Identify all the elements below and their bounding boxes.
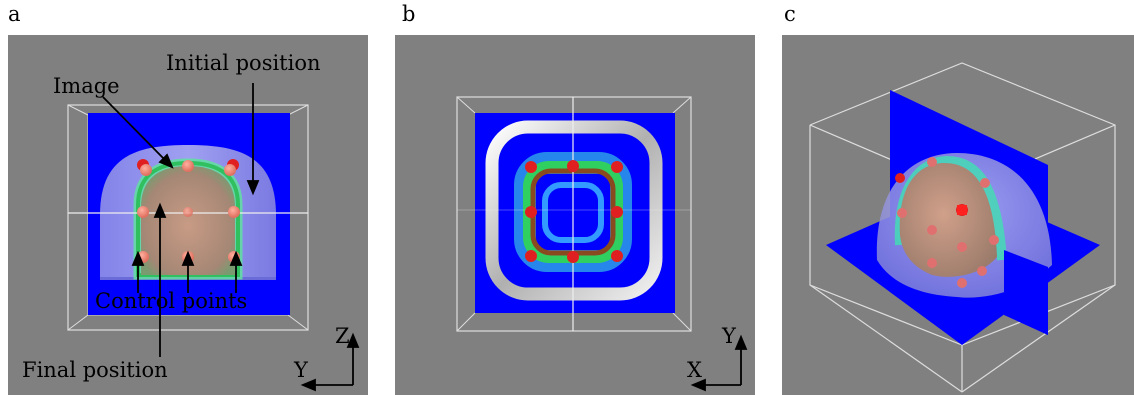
axis-triad-b — [690, 334, 748, 392]
axis-label-z: Z — [335, 324, 350, 348]
axis-label-y: Y — [294, 358, 308, 382]
panel-letter-c: c — [784, 2, 796, 26]
panel-letter-a: a — [8, 2, 21, 26]
panel-b-render — [456, 96, 748, 392]
panel-a-render — [67, 83, 360, 392]
control-points-c — [895, 157, 999, 288]
annotation-arrows-a — [102, 83, 260, 357]
panel-c-render — [809, 62, 1116, 393]
panel-a: Image Initial position Control points Fi… — [8, 35, 368, 395]
final-shape-c — [899, 163, 997, 277]
panel-b: Y X — [395, 35, 755, 395]
axis-label-x-b: X — [687, 358, 702, 382]
initial-ring — [485, 120, 663, 301]
label-final-position: Final position — [22, 358, 168, 382]
axis-triad-a — [300, 332, 360, 392]
corner-marker — [957, 205, 967, 215]
final-shape — [141, 166, 235, 275]
box-outer-b — [456, 96, 692, 332]
axis-label-y-b: Y — [722, 324, 736, 348]
label-image: Image — [53, 74, 120, 98]
label-initial-position: Initial position — [166, 51, 321, 75]
panel-letter-b: b — [402, 2, 416, 26]
control-points-a — [137, 159, 240, 263]
label-control-points: Control points — [95, 289, 248, 313]
panel-c — [782, 35, 1134, 395]
control-points-b — [525, 160, 623, 263]
box-outer — [67, 104, 309, 331]
